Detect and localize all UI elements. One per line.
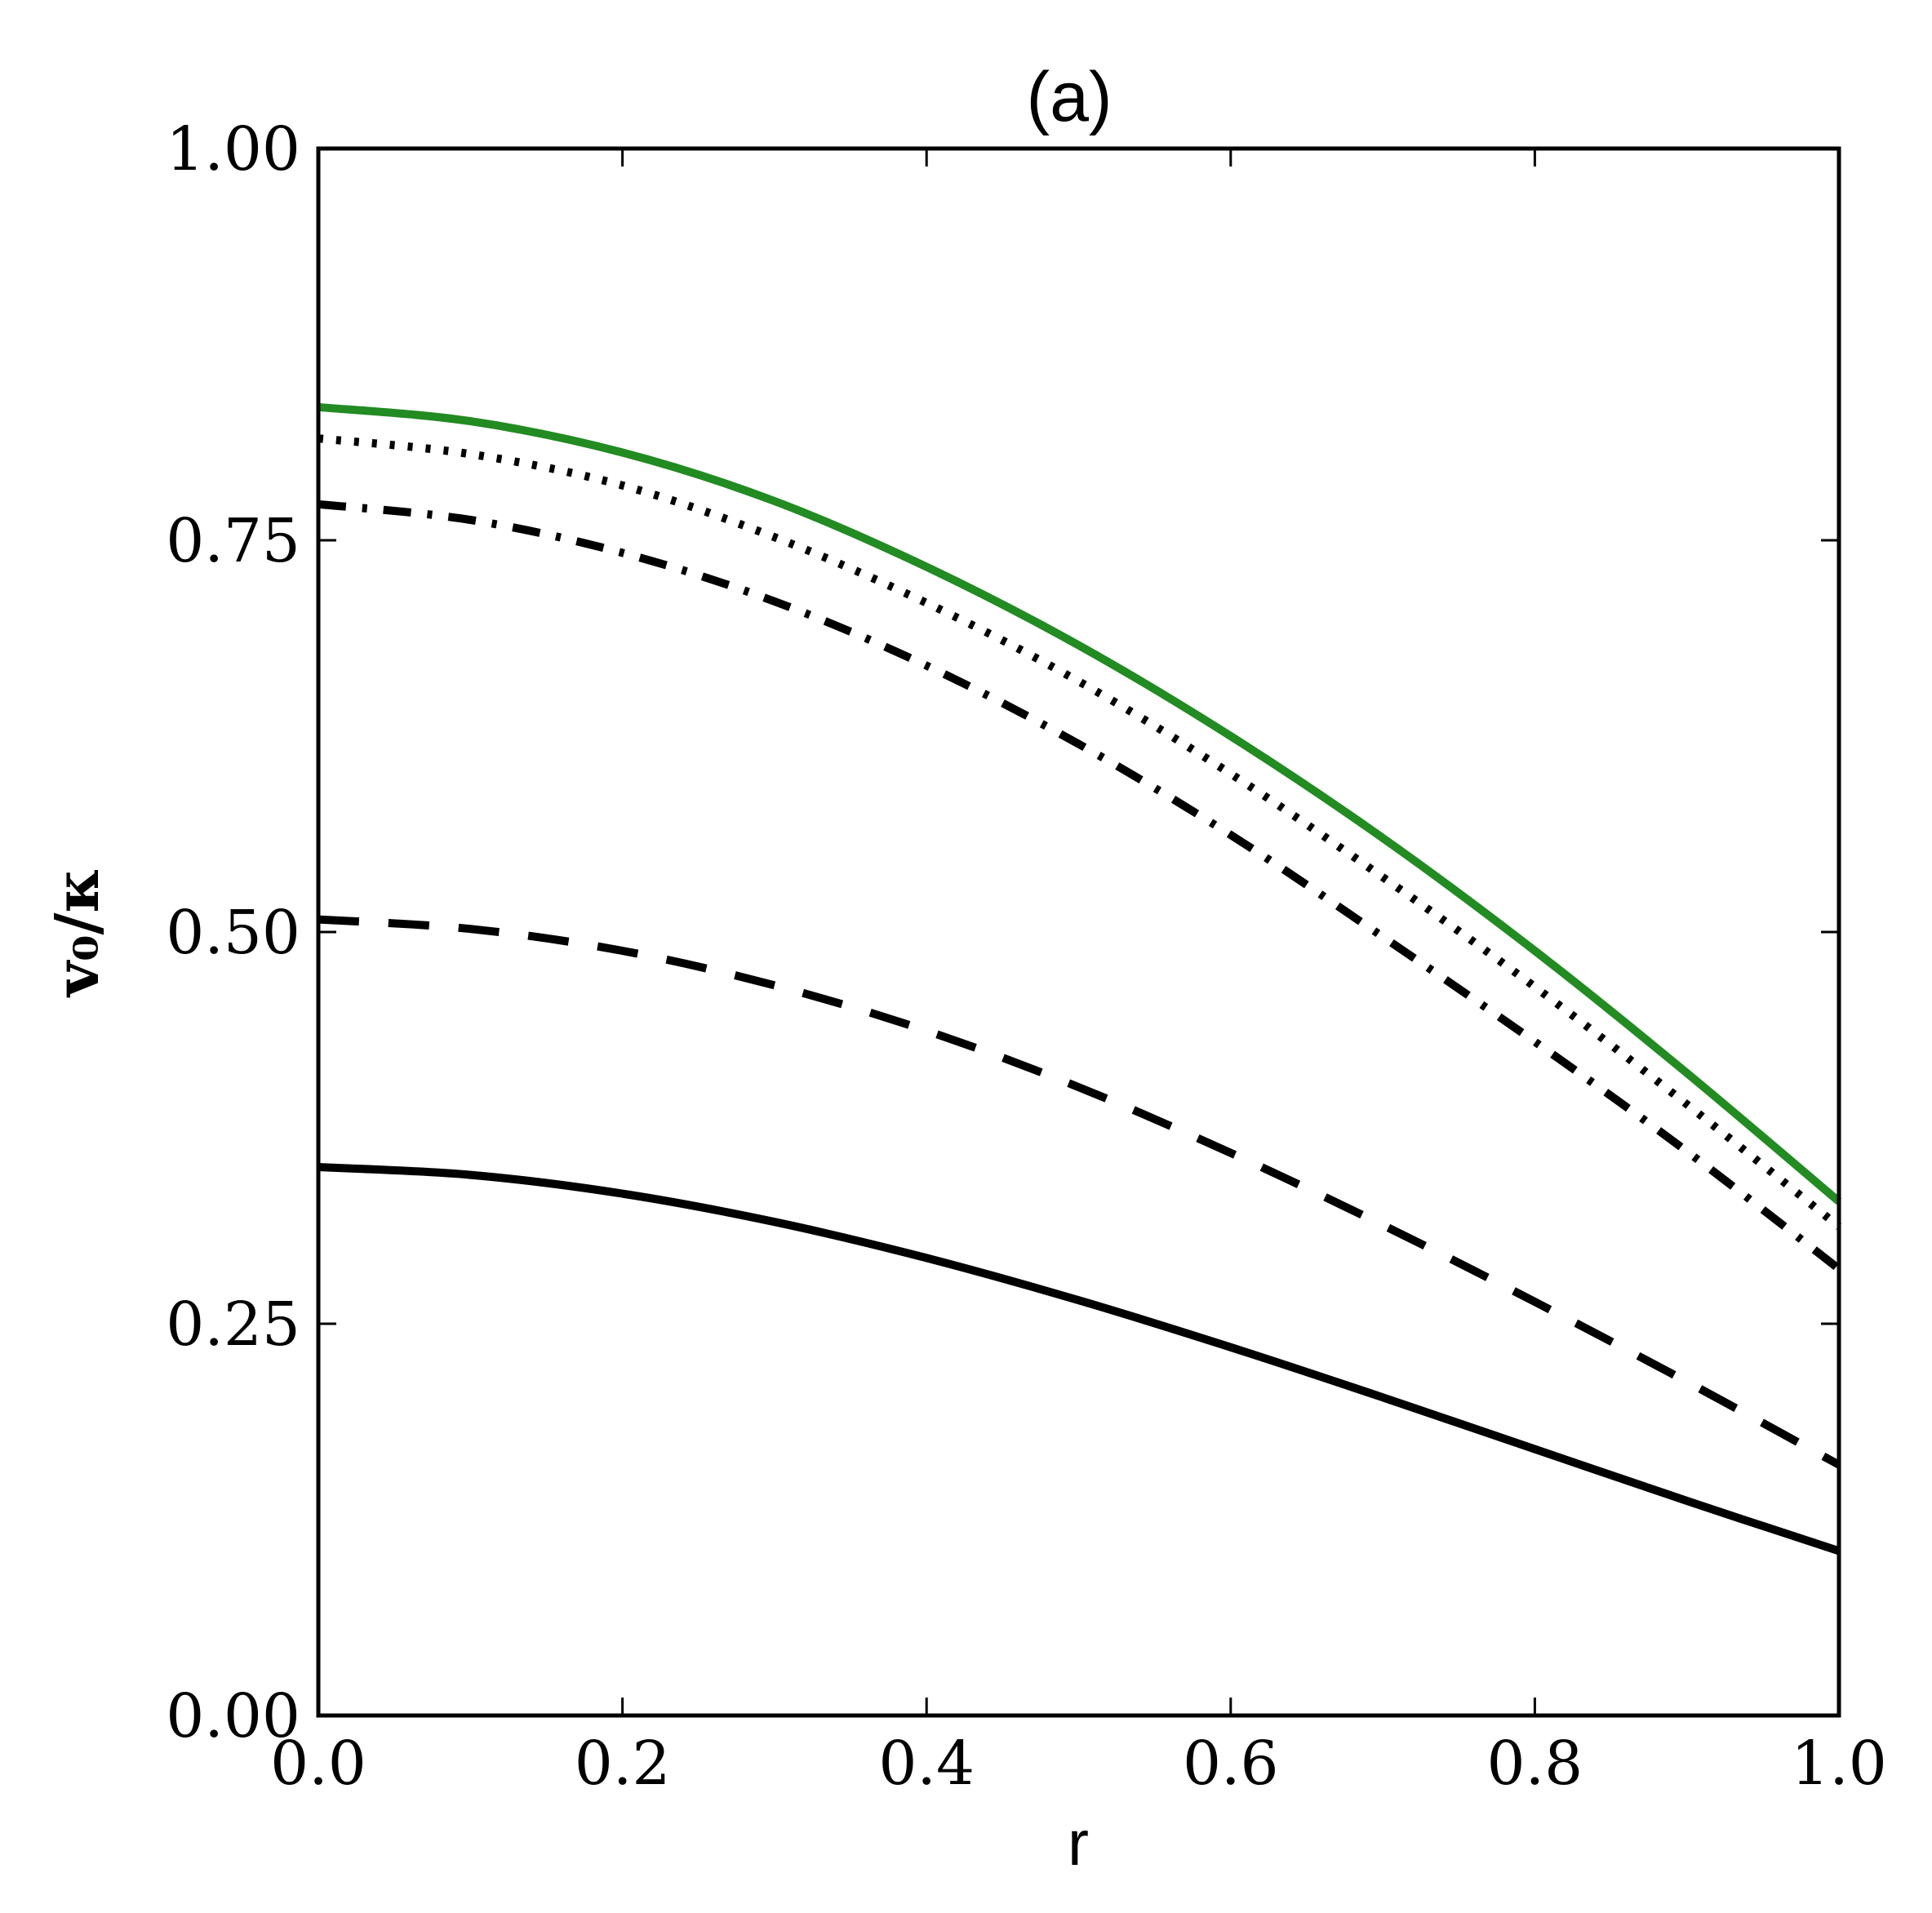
- x-tick-label: 0.8: [1487, 1729, 1583, 1799]
- series-line-3-dashdot: [318, 499, 1842, 1272]
- y-tick-label: 1.00: [166, 114, 300, 184]
- x-tick-label: 0.2: [575, 1729, 671, 1799]
- ticks-layer: 0.0 0.2 0.4 0.6 0.8 1.0 0.00 0.25 0.50 0.75 1.00: [166, 114, 1887, 1799]
- series-line-4-dashed: [318, 915, 1841, 1469]
- series-line-2-dotted: [318, 434, 1842, 1230]
- series-line-1-solid: [318, 402, 1842, 1205]
- series-line-5-solid: [318, 1163, 1841, 1556]
- y-axis-label: v₀/κ: [42, 868, 113, 998]
- plot-frame: [316, 146, 1841, 1718]
- y-tick-label: 0.50: [166, 898, 300, 968]
- y-tick-label: 0.25: [166, 1289, 300, 1360]
- x-tick-label: 1.0: [1791, 1729, 1887, 1799]
- y-tick-label: 0.00: [166, 1681, 300, 1751]
- x-tick-label: 0.4: [878, 1729, 975, 1799]
- y-tick-label: 0.75: [166, 506, 300, 576]
- chart-title: (a): [1026, 58, 1112, 136]
- x-axis-label: r: [1068, 1807, 1089, 1879]
- series-layer: [318, 402, 1842, 1556]
- x-tick-label: 0.6: [1183, 1729, 1279, 1799]
- x-tick-label: 0.0: [270, 1729, 366, 1799]
